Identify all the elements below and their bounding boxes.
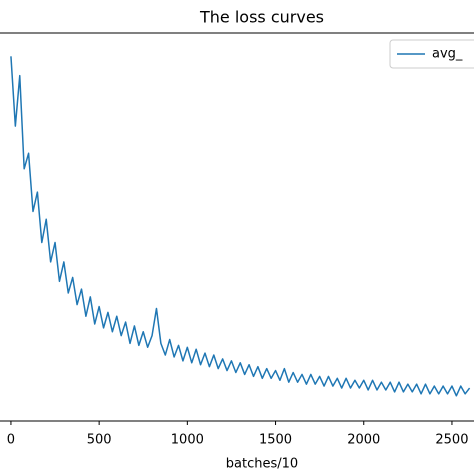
x-axis-label: batches/10 [226,457,298,472]
chart-title: The loss curves [199,8,324,27]
x-tick-label: 2000 [347,433,380,448]
x-tick-label: 0 [7,433,15,448]
x-tick-label: 500 [87,433,112,448]
loss-line [10,56,471,397]
legend-label: avg_ [432,47,463,62]
x-tick-label: 2500 [435,433,468,448]
legend-box [389,39,474,69]
x-tick-label: 1000 [171,433,204,448]
x-tick-label: 1500 [259,433,292,448]
